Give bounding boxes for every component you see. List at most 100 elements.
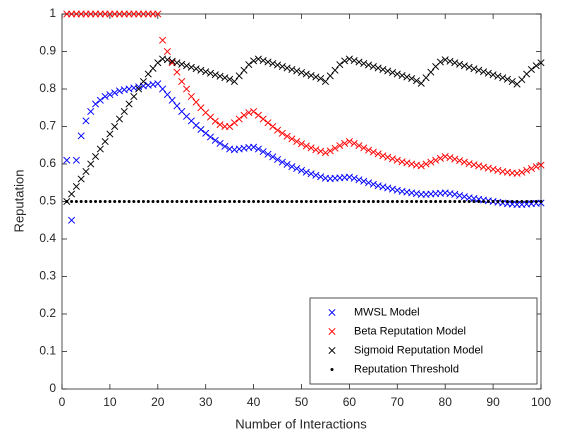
dot-marker	[65, 200, 69, 203]
dot-marker	[410, 200, 414, 203]
x-marker	[422, 160, 430, 168]
dot-marker	[343, 200, 347, 203]
x-tick-label: 80	[439, 395, 453, 409]
y-tick-label: 0.9	[39, 44, 56, 58]
dot-marker	[386, 200, 390, 203]
dot-marker	[529, 200, 533, 203]
x-marker	[427, 158, 435, 166]
x-marker	[336, 61, 344, 69]
dot-marker	[170, 200, 174, 203]
x-marker	[235, 72, 243, 80]
dot-marker	[300, 200, 303, 203]
x-marker	[278, 158, 286, 166]
dot-marker	[74, 200, 78, 203]
x-tick-label: 50	[295, 395, 309, 409]
x-marker	[527, 164, 535, 173]
x-marker	[87, 107, 95, 116]
dot-marker	[319, 200, 323, 203]
x-marker	[96, 96, 104, 104]
x-marker	[250, 143, 258, 151]
dot-marker	[505, 200, 509, 203]
dot-marker	[218, 200, 222, 203]
x-marker	[182, 85, 191, 93]
legend-label: MWSL Model	[354, 306, 420, 318]
x-marker	[436, 58, 444, 66]
dot-marker	[247, 200, 251, 203]
dot-marker	[330, 368, 334, 371]
x-marker	[489, 71, 497, 79]
x-marker	[273, 155, 282, 164]
x-marker	[417, 162, 425, 170]
dot-marker	[103, 200, 107, 203]
dot-marker	[84, 200, 88, 203]
dot-marker	[276, 200, 280, 203]
x-marker	[130, 92, 138, 101]
x-marker	[135, 85, 143, 93]
y-tick-label: 0.2	[39, 306, 56, 320]
x-marker	[173, 59, 181, 67]
x-marker	[360, 59, 368, 68]
x-marker	[379, 65, 387, 74]
dot-marker	[515, 200, 519, 203]
x-marker	[374, 150, 382, 158]
x-marker	[68, 190, 76, 198]
x-marker	[341, 57, 349, 65]
x-marker	[350, 174, 358, 182]
dot-marker	[94, 200, 98, 203]
x-marker	[508, 77, 516, 86]
dot-marker	[414, 200, 418, 203]
x-marker	[326, 72, 334, 80]
x-axis-label: Number of Interactions	[235, 416, 367, 431]
dot-marker	[405, 200, 409, 203]
x-marker	[226, 75, 234, 83]
x-marker	[154, 59, 162, 67]
x-marker	[412, 77, 421, 85]
x-marker	[245, 61, 253, 69]
dot-marker	[295, 200, 299, 203]
y-tick-label: 0	[49, 381, 56, 395]
dot-marker	[165, 200, 169, 203]
x-marker	[226, 122, 234, 131]
x-tick-label: 30	[199, 395, 213, 409]
x-marker	[317, 173, 325, 181]
x-marker	[446, 154, 454, 162]
dot-marker	[472, 200, 476, 203]
x-marker	[293, 137, 301, 146]
x-marker	[302, 168, 310, 176]
x-marker	[523, 166, 531, 174]
x-marker	[211, 71, 219, 79]
dot-marker	[194, 200, 198, 203]
dot-marker	[213, 200, 217, 203]
x-marker	[465, 63, 473, 71]
dot-marker	[79, 200, 83, 203]
x-marker	[384, 67, 392, 75]
x-marker	[460, 62, 468, 70]
x-marker	[328, 308, 336, 317]
x-tick-label: 0	[59, 395, 66, 409]
x-marker	[475, 66, 483, 74]
x-marker	[317, 74, 325, 83]
x-marker	[211, 117, 219, 125]
x-marker	[254, 55, 262, 63]
legend-label: Sigmoid Reputation Model	[354, 344, 483, 356]
dot-marker	[199, 200, 203, 203]
dot-marker	[458, 200, 462, 203]
dot-marker	[501, 200, 505, 203]
x-marker	[101, 137, 109, 146]
dot-marker	[175, 200, 179, 203]
dot-marker	[486, 200, 490, 203]
dot-marker	[333, 200, 337, 203]
dot-marker	[367, 200, 371, 203]
x-marker	[273, 126, 282, 134]
x-tick-label: 60	[343, 395, 357, 409]
x-marker	[360, 144, 368, 152]
x-marker	[527, 65, 535, 74]
x-marker	[115, 115, 124, 123]
x-marker	[518, 168, 526, 176]
dot-marker	[304, 200, 308, 203]
x-marker	[355, 58, 363, 66]
dot-marker	[189, 200, 193, 203]
x-marker	[91, 152, 100, 161]
dot-marker	[113, 200, 117, 203]
x-marker	[106, 91, 114, 99]
